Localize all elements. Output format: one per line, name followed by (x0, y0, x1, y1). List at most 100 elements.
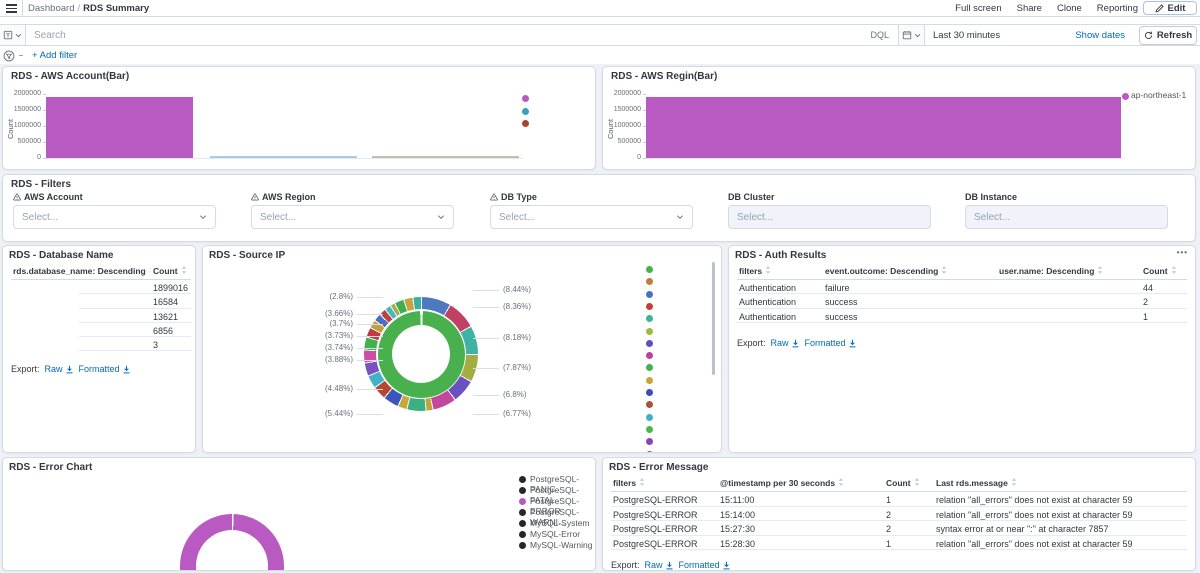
sort-icon (181, 266, 186, 274)
share-link[interactable]: Share (1016, 3, 1042, 14)
panel-title[interactable]: RDS - AWS Account(Bar) (11, 71, 130, 82)
filter-select-db-instance[interactable]: Select... (965, 205, 1168, 229)
panel-title[interactable]: RDS - Error Message (609, 462, 709, 473)
breadcrumb-dashboard[interactable]: Dashboard (28, 3, 75, 14)
legend-dot[interactable] (646, 302, 653, 310)
export-label: Export: (611, 560, 640, 570)
refresh-button[interactable]: Refresh (1139, 26, 1197, 45)
export-formatted-link[interactable]: Formatted (679, 560, 731, 570)
legend-label[interactable]: PostgreSQL-FATAL (530, 485, 580, 505)
legend-dot[interactable] (646, 278, 653, 286)
clone-link[interactable]: Clone (1056, 3, 1082, 14)
export-formatted-link[interactable]: Formatted (805, 338, 857, 348)
time-range-label[interactable]: Last 30 minutes (933, 29, 1001, 41)
legend-scrollbar[interactable] (712, 262, 715, 375)
column-header[interactable]: filters (611, 476, 718, 491)
bar-account-2[interactable] (210, 156, 357, 158)
menu-icon[interactable] (6, 4, 17, 13)
download-icon (666, 561, 673, 569)
legend-dot[interactable] (646, 327, 653, 335)
error-donut[interactable] (180, 514, 284, 570)
column-header[interactable]: filters (737, 264, 823, 279)
column-header[interactable]: Count (884, 476, 934, 491)
column-header[interactable]: Count (1141, 264, 1187, 279)
export-raw-link[interactable]: Raw (771, 338, 800, 348)
filter-select-aws-region[interactable]: Select... (251, 205, 454, 229)
panel-options-icon[interactable]: ••• (1176, 248, 1188, 257)
legend-label[interactable]: PostgreSQL-WARNI... (530, 507, 580, 527)
legend-dot[interactable] (646, 290, 653, 298)
legend-dot[interactable] (646, 339, 653, 347)
legend-dot[interactable] (519, 520, 526, 527)
legend-dot[interactable] (519, 531, 526, 538)
column-header[interactable]: user.name: Descending (997, 264, 1141, 279)
legend-label[interactable]: PostgreSQL-ERROR (530, 496, 580, 516)
export-raw-link[interactable]: Raw (645, 560, 674, 570)
add-filter-link[interactable]: + Add filter (32, 50, 78, 61)
panel-title[interactable]: RDS - Filters (11, 179, 72, 190)
legend-label[interactable]: MySQL-Error (530, 529, 581, 539)
legend-dot[interactable] (519, 476, 526, 483)
bar-account-1[interactable] (46, 97, 193, 158)
legend-label[interactable]: MySQL-Warning (530, 540, 593, 550)
legend-dot[interactable] (646, 450, 653, 452)
legend-dot[interactable] (646, 376, 653, 384)
legend-dot[interactable] (519, 487, 526, 494)
legend-dot[interactable] (1122, 93, 1129, 100)
query-language-button[interactable]: DQL (870, 30, 889, 40)
panel-title[interactable]: RDS - Database Name (9, 250, 114, 261)
table-header-row: filters @timestamp per 30 seconds Count Las… (611, 476, 1187, 492)
legend-dot[interactable] (519, 509, 526, 516)
saved-query-icon[interactable] (0, 25, 26, 45)
filter-icon[interactable] (3, 50, 15, 62)
legend-dot[interactable] (646, 266, 653, 273)
table-row: Authentication success 1 (737, 309, 1187, 323)
legend-dot[interactable] (646, 438, 653, 446)
column-header[interactable]: rds.database_name: Descending (11, 264, 151, 279)
legend-dot[interactable] (646, 413, 653, 421)
column-header[interactable]: event.outcome: Descending (823, 264, 997, 279)
calendar-icon[interactable] (899, 25, 925, 45)
export-formatted-link[interactable]: Formatted (79, 364, 131, 374)
panel-title[interactable]: RDS - Source IP (209, 250, 286, 261)
legend-dot[interactable] (646, 364, 653, 372)
legend-dot[interactable] (646, 315, 653, 323)
legend-dot[interactable] (522, 95, 529, 102)
legend-dot[interactable] (522, 108, 529, 115)
search-input[interactable] (26, 29, 862, 41)
filter-select-db-cluster[interactable]: Select... (728, 205, 931, 229)
table-cell (11, 323, 151, 337)
edit-button[interactable]: Edit (1143, 1, 1197, 15)
reporting-link[interactable]: Reporting (1096, 3, 1138, 14)
legend-dot[interactable] (646, 352, 653, 360)
table-cell: Authentication (739, 283, 797, 293)
show-dates-link[interactable]: Show dates (1075, 29, 1125, 41)
filter-select-aws-account[interactable]: Select... (13, 205, 216, 229)
column-header[interactable]: @timestamp per 30 seconds (718, 476, 884, 491)
filter-select-db-type[interactable]: Select... (490, 205, 693, 229)
legend-label[interactable]: PostgreSQL-PANIC (530, 474, 580, 494)
legend-dot[interactable] (646, 401, 653, 409)
column-header[interactable]: Count (151, 264, 191, 279)
column-header[interactable]: Last rds.message (934, 476, 1187, 491)
panel-title[interactable]: RDS - Error Chart (9, 462, 93, 473)
legend-dot[interactable] (646, 425, 653, 433)
filter-label-text: AWS Account (24, 191, 83, 202)
y-tick-label: 2000000 (613, 90, 641, 97)
source-ip-donut[interactable] (364, 297, 478, 411)
legend-label[interactable]: MySQL-System (530, 518, 590, 528)
export-raw-link[interactable]: Raw (45, 364, 74, 374)
y-tick-mark (643, 158, 646, 159)
table-cell: 1 (886, 495, 892, 505)
panel-title[interactable]: RDS - Auth Results (735, 250, 827, 261)
fullscreen-link[interactable]: Full screen (955, 3, 1002, 14)
panel-title[interactable]: RDS - AWS Regin(Bar) (611, 71, 718, 82)
legend-dot[interactable] (522, 120, 529, 127)
filter-label-text: DB Cluster (728, 191, 775, 202)
legend-dot[interactable] (646, 389, 653, 396)
bar-account-3[interactable] (372, 156, 519, 158)
legend-dot[interactable] (519, 542, 526, 549)
legend-label[interactable]: ap-northeast-1 (1131, 90, 1187, 100)
legend-dot[interactable] (519, 498, 526, 505)
bar-ap-northeast-1[interactable] (646, 97, 1121, 158)
